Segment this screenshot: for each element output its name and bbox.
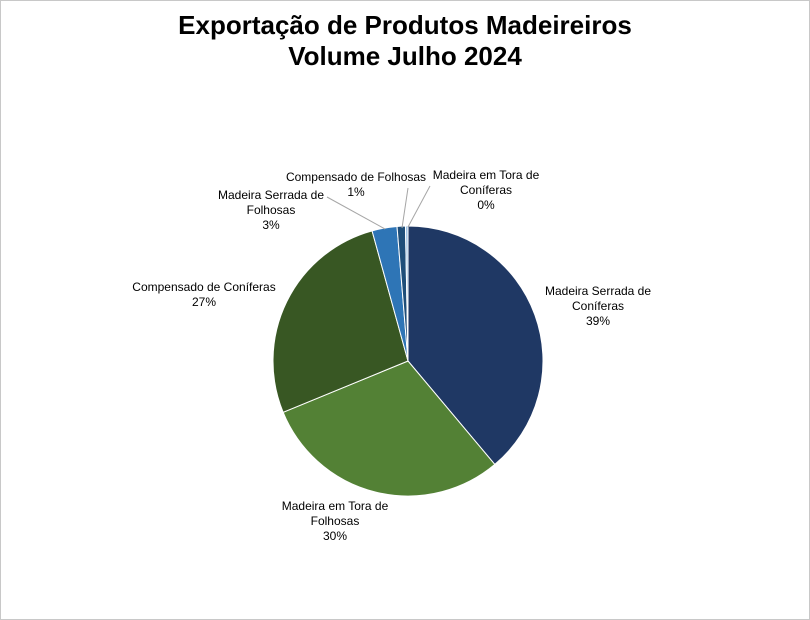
slice-label-4-line-3: 3% <box>262 218 280 232</box>
chart-title-line-2: Volume Julho 2024 <box>288 41 522 71</box>
slice-label-4-line-1: Madeira Serrada de <box>218 188 324 202</box>
slice-label-1: Madeira Serrada de Coníferas 39% <box>545 284 651 328</box>
slice-label-5-line-1: Compensado de Folhosas <box>286 170 426 184</box>
slice-label-1-line-1: Madeira Serrada de <box>545 284 651 298</box>
slice-label-5: Compensado de Folhosas 1% <box>286 170 426 199</box>
slice-label-6: Madeira em Tora de Coníferas 0% <box>433 168 540 212</box>
slice-label-5-line-2: 1% <box>347 185 365 199</box>
slice-label-3-line-2: 27% <box>192 295 216 309</box>
slice-label-2: Madeira em Tora de Folhosas 30% <box>282 499 389 543</box>
leader-line-5 <box>401 187 409 229</box>
slice-label-3: Compensado de Coníferas 27% <box>132 280 275 309</box>
slice-label-4: Madeira Serrada de Folhosas 3% <box>218 188 324 232</box>
slice-label-6-line-2: Coníferas <box>460 183 512 197</box>
slice-label-2-line-1: Madeira em Tora de <box>282 499 389 513</box>
chart-title-line-1: Exportação de Produtos Madeireiros <box>178 10 632 40</box>
chart-title: Exportação de Produtos Madeireiros Volum… <box>1 10 809 72</box>
slice-label-2-line-3: 30% <box>323 529 347 543</box>
pie-slice-2 <box>282 360 496 497</box>
slice-label-4-line-2: Folhosas <box>247 203 296 217</box>
slice-label-1-line-2: Coníferas <box>572 299 624 313</box>
leader-line-6 <box>407 185 431 228</box>
slice-label-3-line-1: Compensado de Coníferas <box>132 280 275 294</box>
leader-line-4 <box>326 196 386 230</box>
slice-label-6-line-1: Madeira em Tora de <box>433 168 540 182</box>
pie-slice-3 <box>272 230 409 413</box>
pie-slice-1 <box>407 225 544 466</box>
slice-label-1-line-3: 39% <box>586 314 610 328</box>
slice-label-6-line-3: 0% <box>477 198 495 212</box>
slice-label-2-line-2: Folhosas <box>311 514 360 528</box>
